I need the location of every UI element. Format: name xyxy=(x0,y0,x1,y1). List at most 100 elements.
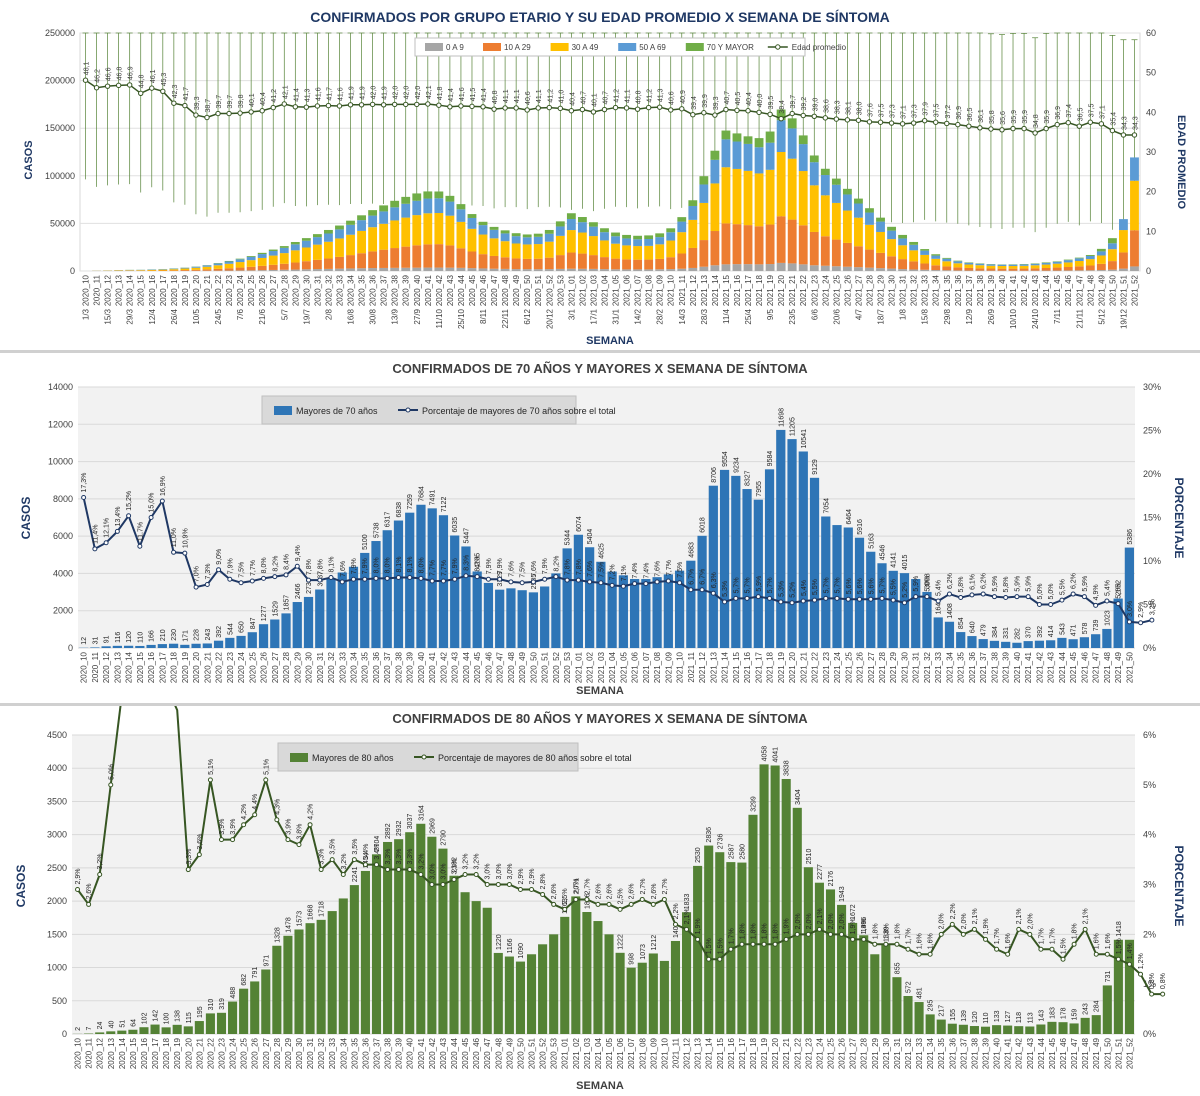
bar-value-label: 479 xyxy=(981,624,988,636)
bar xyxy=(843,527,853,648)
percentage-point xyxy=(969,592,975,598)
avg-age-label: 37,3 xyxy=(912,104,919,118)
avg-age-point xyxy=(425,101,431,107)
percentage-label: 5,7% xyxy=(823,577,830,593)
x-tick-label: 2021_18 xyxy=(749,1037,758,1069)
bar xyxy=(1068,639,1078,648)
y-right-tick-label: 15% xyxy=(1143,513,1161,523)
x-tick-label: 2020_51 xyxy=(541,651,550,683)
percentage-label: 5,0% xyxy=(1037,584,1044,600)
bar xyxy=(405,512,415,648)
bar xyxy=(914,1002,924,1034)
percentage-point xyxy=(317,577,323,583)
x-tick-label: 2020_26 xyxy=(258,274,267,306)
bar-segment xyxy=(809,185,819,232)
bar xyxy=(825,889,836,1034)
x-tick-label: 2021_43 xyxy=(1026,1037,1035,1069)
bar-segment xyxy=(489,229,499,239)
percentage-point xyxy=(994,946,1000,952)
x-tick-label: 2021_35 xyxy=(937,1037,946,1069)
percentage-label: 11,4% xyxy=(92,524,99,543)
percentage-label: 3,3% xyxy=(319,849,326,865)
bar xyxy=(112,645,122,648)
x-tick-label: 2020_34 xyxy=(339,1037,348,1069)
bar-segment xyxy=(1052,267,1062,271)
x-tick-label: 2021_40 xyxy=(993,1037,1002,1069)
avg-age-label: 41,4 xyxy=(448,88,455,102)
bar-value-label: 2382 xyxy=(452,857,459,873)
bar-value-label: 31 xyxy=(92,637,99,645)
avg-age-label: 38,1 xyxy=(845,101,852,115)
bar xyxy=(686,560,696,648)
percentage-point xyxy=(890,597,896,603)
percentage-label: 12,1% xyxy=(104,518,111,538)
bar-value-label: 100 xyxy=(164,1013,171,1025)
bar-segment xyxy=(456,204,466,210)
percentage-point xyxy=(307,822,313,828)
percentage-point xyxy=(108,782,114,788)
bar-value-label: 392 xyxy=(1037,626,1044,638)
x-tick-label: 2021_35 xyxy=(943,274,952,306)
percentage-point xyxy=(1104,951,1110,957)
bar-value-label: 2466 xyxy=(295,583,302,599)
legend-marker xyxy=(421,754,427,760)
x-tick-label: 2020_46 xyxy=(472,1037,481,1069)
x-tick-label: 2020_42 xyxy=(428,1037,437,1069)
bar-segment xyxy=(279,263,289,270)
bar-segment xyxy=(191,267,201,270)
bar-segment xyxy=(732,168,742,225)
avg-age-label: 39,3 xyxy=(194,96,201,110)
percentage-point xyxy=(609,582,615,588)
bar xyxy=(281,613,291,648)
x-tick-label: 2021_45 xyxy=(1053,274,1062,306)
bar-segment xyxy=(809,155,819,163)
bar-value-label: 2969 xyxy=(429,818,436,834)
bar-segment xyxy=(776,262,786,271)
bar-segment xyxy=(831,239,841,267)
date-label: 28/3 xyxy=(700,308,709,324)
percentage-point xyxy=(283,572,289,578)
over70-chart-panel: CONFIRMADOS DE 70 AÑOS Y MAYORES X SEMAN… xyxy=(0,353,1200,706)
bar xyxy=(191,643,201,648)
y-right-tick-label: 10 xyxy=(1146,226,1156,236)
x-tick-label: 2020_10 xyxy=(80,651,89,683)
x-tick-label: 2020_34 xyxy=(347,274,356,306)
bar-segment xyxy=(379,223,389,250)
x-tick-label: 2021_07 xyxy=(642,651,651,683)
bar-segment xyxy=(920,249,930,251)
percentage-label: 5,2% xyxy=(902,582,909,598)
avg-age-point xyxy=(358,102,365,108)
x-tick-label: 2020_49 xyxy=(518,651,527,683)
avg-age-label: 38,4 xyxy=(779,100,786,114)
bar-segment xyxy=(798,171,808,226)
bar xyxy=(881,945,891,1034)
date-label: 11/4 xyxy=(722,308,731,324)
bar-segment xyxy=(1063,260,1073,263)
x-tick-label: 2020_38 xyxy=(391,274,400,306)
bar xyxy=(626,967,636,1034)
avg-age-label: 41,9 xyxy=(349,86,356,100)
x-axis-label: SEMANA xyxy=(576,685,624,697)
bar xyxy=(146,644,156,648)
percentage-point xyxy=(1093,602,1099,608)
percentage-label: 10,9% xyxy=(182,528,189,548)
x-tick-label: 2021_27 xyxy=(867,651,876,683)
bar-value-label: 159 xyxy=(1072,1009,1079,1021)
percentage-label: 7,8% xyxy=(565,559,572,575)
bar xyxy=(615,952,625,1034)
bar-segment xyxy=(666,257,676,270)
percentage-label: 5,7% xyxy=(733,577,740,593)
x-tick-label: 2021_01 xyxy=(561,1037,570,1069)
x-tick-label: 2021_07 xyxy=(627,1037,636,1069)
bar-value-label: 791 xyxy=(252,967,259,979)
y-right-tick-label: 20 xyxy=(1146,187,1156,197)
bar-segment xyxy=(489,255,499,269)
x-tick-label: 2020_48 xyxy=(507,651,516,683)
bar xyxy=(225,637,235,648)
bar-segment xyxy=(312,259,322,270)
y-axis-right-label: PORCENTAJE xyxy=(1172,845,1186,926)
bar-segment xyxy=(721,223,731,265)
chart-title: CONFIRMADOS POR GRUPO ETARIO Y SU EDAD P… xyxy=(310,9,890,25)
x-tick-label: 2021_09 xyxy=(664,651,673,683)
date-label: 29/8 xyxy=(943,308,952,324)
